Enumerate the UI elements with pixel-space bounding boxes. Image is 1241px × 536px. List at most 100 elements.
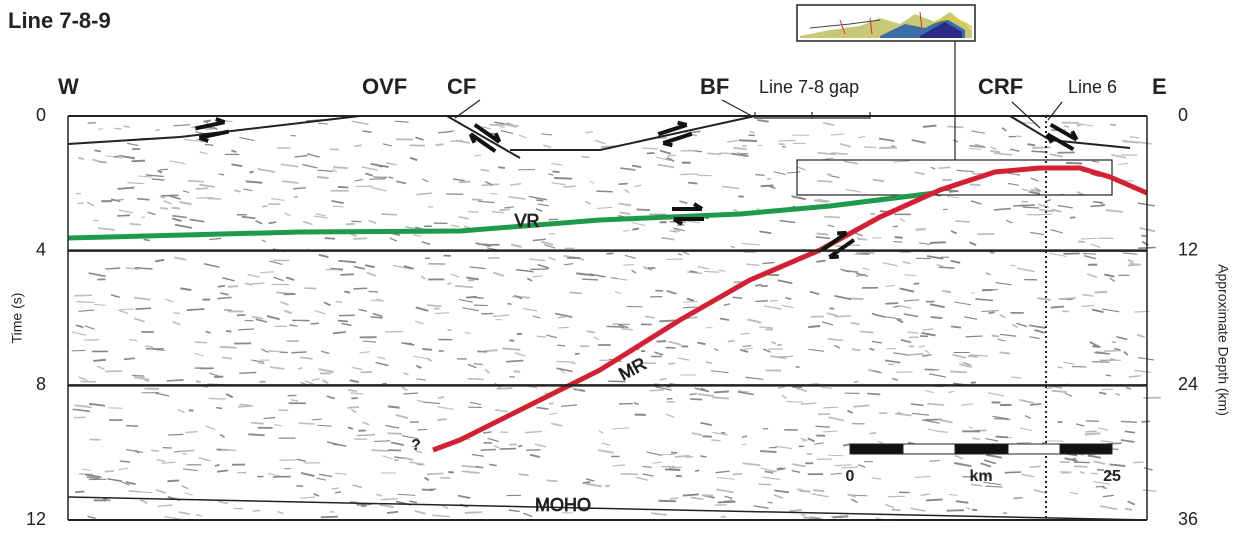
reflection-dash	[462, 471, 480, 473]
reflection-dash	[700, 423, 711, 425]
reflection-dash	[1032, 147, 1050, 148]
reflection-dash	[902, 262, 910, 264]
reflection-dash	[549, 413, 557, 414]
reflection-dash	[586, 132, 593, 133]
reflection-dash	[698, 394, 714, 396]
reflection-dash	[239, 372, 256, 373]
reflection-dash	[533, 316, 541, 318]
reflection-dash	[637, 209, 650, 210]
reflection-dash	[695, 470, 699, 471]
reflection-dash	[1082, 295, 1093, 296]
reflection-dash	[668, 363, 675, 364]
reflection-dash	[526, 450, 540, 451]
reflection-dash	[367, 273, 376, 276]
reflection-dash	[114, 128, 122, 129]
reflection-dash	[557, 368, 573, 371]
reflection-dash	[947, 197, 959, 198]
reflection-dash	[416, 193, 432, 194]
reflection-dash	[727, 140, 738, 141]
reflection-dash	[612, 428, 629, 429]
reflection-dash	[557, 345, 565, 346]
reflection-dash	[757, 120, 768, 122]
reflection-dash	[280, 352, 288, 353]
reflection-dash	[1134, 371, 1151, 373]
reflection-dash	[253, 510, 261, 511]
east-label: E	[1152, 74, 1167, 99]
reflection-dash	[134, 318, 145, 321]
reflection-dash	[335, 492, 341, 493]
reflection-dash	[1035, 330, 1045, 333]
reflection-dash	[78, 158, 84, 159]
reflection-dash	[782, 305, 794, 308]
reflection-dash	[731, 246, 735, 247]
reflection-dash	[351, 393, 364, 394]
reflection-dash	[95, 304, 106, 305]
reflection-dash	[844, 161, 858, 163]
reflection-dash	[904, 314, 918, 316]
reflection-dash	[163, 201, 171, 204]
reflection-dash	[220, 435, 224, 438]
reflection-dash	[132, 161, 145, 162]
reflection-dash	[523, 309, 538, 312]
reflection-dash	[931, 317, 943, 318]
reflection-dash	[304, 288, 316, 289]
reflection-dash	[371, 317, 383, 318]
reflection-dash	[124, 358, 135, 359]
reflection-dash	[816, 426, 830, 427]
reflection-dash	[238, 329, 254, 330]
reflection-dash	[98, 228, 115, 230]
reflection-dash	[307, 154, 320, 157]
reflection-dash	[377, 357, 385, 359]
reflection-dash	[928, 429, 940, 431]
reflection-dash	[612, 465, 625, 466]
reflection-dash	[755, 285, 761, 286]
reflection-dash	[681, 174, 698, 175]
reflection-dash	[990, 147, 996, 150]
reflection-dash	[389, 177, 393, 178]
reflection-dash	[885, 317, 902, 320]
reflection-dash	[317, 170, 333, 171]
reflection-dash	[683, 301, 698, 302]
reflection-dash	[532, 276, 542, 277]
gap-label: Line 7-8 gap	[759, 77, 859, 97]
fault-label: BF	[700, 74, 729, 99]
reflection-dash	[314, 494, 319, 496]
reflection-dash	[778, 280, 793, 283]
reflection-dash	[632, 166, 641, 167]
reflection-dash	[226, 331, 232, 332]
reflection-dash	[1121, 440, 1134, 442]
reflection-dash	[1029, 325, 1045, 328]
reflection-dash	[760, 451, 776, 452]
reflection-dash	[645, 316, 655, 318]
reflection-dash	[911, 404, 924, 405]
reflection-dash	[915, 172, 925, 174]
reflection-dash	[625, 189, 630, 192]
reflection-dash	[1122, 141, 1138, 143]
reflection-dash	[988, 393, 1004, 396]
reflection-dash	[804, 518, 820, 519]
reflection-dash	[981, 463, 991, 466]
reflection-dash	[98, 129, 103, 130]
reflection-dash	[136, 308, 151, 309]
reflection-dash	[986, 273, 991, 275]
fault-label: CRF	[978, 74, 1023, 99]
reflection-dash	[472, 455, 484, 457]
reflection-dash	[416, 379, 425, 380]
reflection-dash	[711, 371, 729, 373]
reflection-dash	[289, 325, 297, 326]
tick-label: 0	[36, 105, 46, 125]
reflection-dash	[92, 159, 100, 162]
reflection-dash	[493, 273, 504, 276]
figure: Line 7-8-9 W E OVF CF BF CRF Line 7-8 ga…	[0, 0, 1241, 536]
reflection-dash	[169, 161, 185, 164]
reflection-dash	[605, 486, 610, 487]
reflection-dash	[537, 336, 546, 337]
reflection-dash	[1030, 404, 1041, 405]
reflection-dash	[209, 398, 226, 399]
reflection-dash	[682, 251, 689, 254]
reflection-dash	[155, 130, 159, 131]
reflection-dash	[929, 461, 940, 462]
reflection-dash	[1006, 220, 1013, 223]
reflection-dash	[558, 317, 566, 318]
reflection-dash	[691, 497, 704, 499]
